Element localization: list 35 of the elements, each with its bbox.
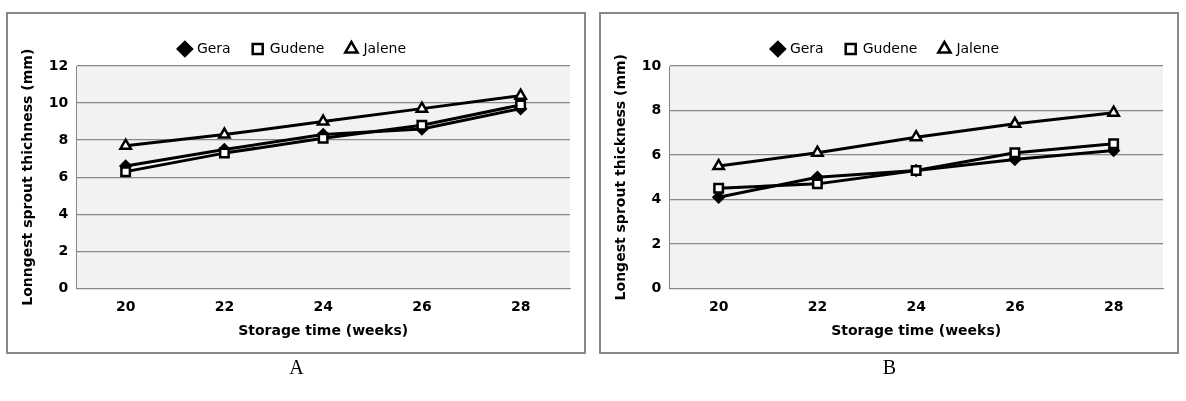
y-axis-title: Lonngest sprout thichness (mm): [19, 48, 36, 306]
legend-label: Jalene: [955, 39, 1000, 56]
legend-label: Gera: [789, 39, 824, 56]
x-tick-label: 26: [1005, 298, 1025, 315]
y-tick-label: 6: [58, 167, 69, 184]
text: B: [881, 356, 898, 379]
x-axis-title: Storage time (weeks): [238, 322, 409, 339]
y-tick-label: 10: [48, 93, 69, 110]
y-tick-label: 2: [58, 241, 69, 258]
x-tick-label: 26: [412, 298, 432, 315]
x-tick-label: 20: [115, 298, 136, 315]
x-tick-label: 24: [906, 298, 927, 315]
text: A: [288, 356, 305, 379]
x-tick-label: 20: [708, 298, 729, 315]
x-axis-title: Storage time (weeks): [831, 322, 1002, 339]
legend-label: Gera: [196, 39, 231, 56]
x-tick-label: 22: [807, 298, 828, 315]
x-tick-label: 28: [1103, 298, 1124, 315]
x-tick-label: 22: [214, 298, 235, 315]
y-tick-label: 10: [641, 56, 662, 73]
y-tick-label: 4: [58, 204, 69, 221]
y-tick-label: 12: [48, 56, 69, 73]
y-axis-title: Longest sprout thickness (mm): [612, 54, 629, 301]
y-tick-label: 0: [651, 279, 662, 296]
x-tick-label: 28: [510, 298, 531, 315]
y-tick-label: 0: [58, 279, 69, 296]
x-tick-label: 24: [313, 298, 334, 315]
y-tick-label: 4: [651, 190, 662, 207]
y-tick-label: 8: [58, 130, 69, 147]
y-tick-label: 6: [651, 145, 662, 162]
y-tick-label: 8: [651, 101, 662, 118]
legend-label: Jalene: [362, 39, 407, 56]
legend-label: Gudene: [269, 39, 325, 56]
y-tick-label: 2: [651, 234, 662, 251]
legend-label: Gudene: [862, 39, 918, 56]
